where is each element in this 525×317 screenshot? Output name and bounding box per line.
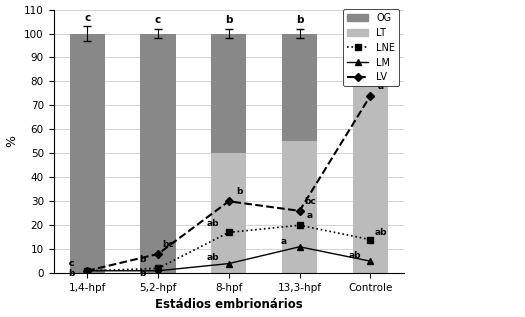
Text: b: b	[68, 269, 75, 278]
Text: b: b	[225, 15, 233, 25]
Legend: OG, LT, LNE, LM, LV: OG, LT, LNE, LM, LV	[343, 9, 399, 86]
Text: ab: ab	[207, 219, 219, 228]
Bar	[353, 57, 388, 273]
Y-axis label: %: %	[6, 135, 18, 147]
Text: c: c	[69, 259, 75, 268]
Bar	[353, 31, 388, 57]
Bar	[69, 34, 105, 273]
Bar	[282, 141, 317, 273]
Bar	[211, 153, 246, 273]
Text: b: b	[139, 269, 145, 278]
Text: ab: ab	[375, 228, 387, 237]
Text: c: c	[84, 13, 90, 23]
Text: c: c	[69, 259, 75, 268]
Text: bc: bc	[304, 197, 316, 206]
Text: a: a	[378, 82, 384, 91]
Text: bc: bc	[163, 240, 174, 249]
Text: b: b	[139, 255, 145, 263]
Bar	[140, 34, 176, 273]
Text: b: b	[296, 15, 303, 25]
Text: ab: ab	[349, 251, 361, 260]
Text: a: a	[307, 211, 313, 220]
Text: b: b	[236, 187, 243, 197]
X-axis label: Estádios embrionários: Estádios embrionários	[155, 298, 302, 311]
Text: a: a	[367, 8, 374, 18]
Text: c: c	[155, 15, 161, 25]
Text: ab: ab	[207, 253, 219, 262]
Text: a: a	[281, 236, 287, 246]
Bar	[282, 34, 317, 141]
Bar	[211, 34, 246, 153]
